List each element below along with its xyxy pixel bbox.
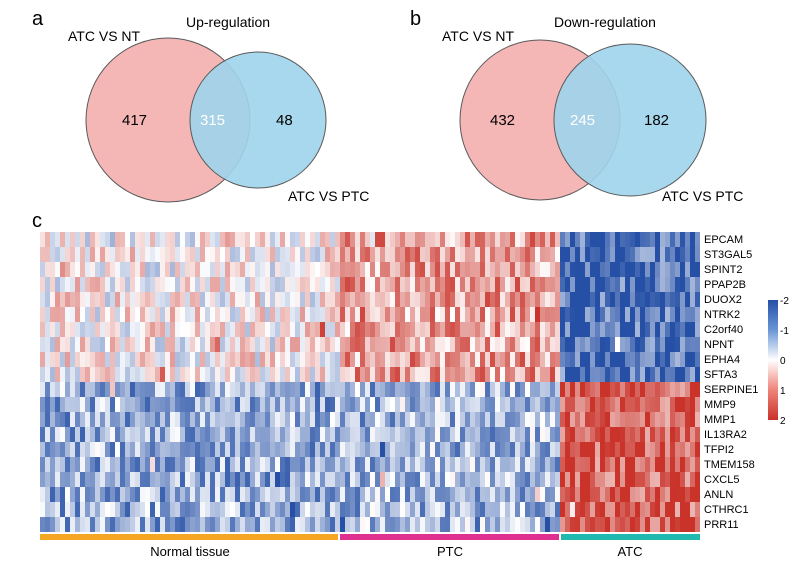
venn-a-svg	[38, 10, 378, 210]
gene-label: C2orf40	[702, 322, 758, 337]
venn-up-regulation: ATC VS NT Up-regulation 417 315 48 ATC V…	[38, 10, 378, 210]
group-label: Normal tissue	[40, 544, 340, 562]
venn-a-right-set: ATC VS PTC	[288, 188, 369, 204]
gene-label: SPINT2	[702, 262, 758, 277]
gene-label: IL13RA2	[702, 427, 758, 442]
gene-label: NPNT	[702, 337, 758, 352]
colorbar	[768, 300, 778, 420]
colorbar-tick--2: -2	[780, 296, 798, 307]
venn-b-svg	[412, 10, 752, 210]
colorbar-tick--1: -1	[780, 326, 798, 337]
heatmap	[40, 232, 700, 532]
venn-down-regulation: ATC VS NT Down-regulation 432 245 182 AT…	[412, 10, 752, 210]
gene-label: ANLN	[702, 487, 758, 502]
venn-a-overlap: 315	[200, 112, 225, 129]
colorbar-tick-1: 1	[780, 386, 798, 397]
venn-b-right-set: ATC VS PTC	[662, 188, 743, 204]
gene-label: ST3GAL5	[702, 247, 758, 262]
group-label: PTC	[340, 544, 560, 562]
heatmap-grid	[40, 232, 700, 532]
venn-a-only-left: 417	[122, 112, 147, 129]
group-label: ATC	[560, 544, 700, 562]
venn-b-only-left: 432	[490, 112, 515, 129]
gene-label: PPAP2B	[702, 277, 758, 292]
gene-label: DUOX2	[702, 292, 758, 307]
gene-label: MMP1	[702, 412, 758, 427]
gene-label: SFTA3	[702, 367, 758, 382]
venn-b-only-right: 182	[644, 112, 669, 129]
colorbar-tick-2: 2	[780, 416, 798, 427]
gene-label: EPCAM	[702, 232, 758, 247]
gene-label: CXCL5	[702, 472, 758, 487]
group-bar	[340, 534, 559, 540]
group-bar	[40, 534, 338, 540]
gene-label: NTRK2	[702, 307, 758, 322]
group-labels: Normal tissuePTCATC	[40, 544, 700, 562]
gene-label: PRR11	[702, 517, 758, 532]
gene-label: TFPI2	[702, 442, 758, 457]
gene-label: CTHRC1	[702, 502, 758, 517]
colorbar-tick-0: 0	[780, 356, 798, 367]
gene-label: SERPINE1	[702, 382, 758, 397]
gene-label: EPHA4	[702, 352, 758, 367]
gene-label: TMEM158	[702, 457, 758, 472]
venn-b-overlap: 245	[570, 112, 595, 129]
group-bars	[40, 534, 700, 540]
group-bar	[561, 534, 700, 540]
panel-c-label: c	[32, 210, 42, 233]
gene-labels: EPCAMST3GAL5SPINT2PPAP2BDUOX2NTRK2C2orf4…	[702, 232, 758, 532]
gene-label: MMP9	[702, 397, 758, 412]
venn-a-only-right: 48	[276, 112, 293, 129]
